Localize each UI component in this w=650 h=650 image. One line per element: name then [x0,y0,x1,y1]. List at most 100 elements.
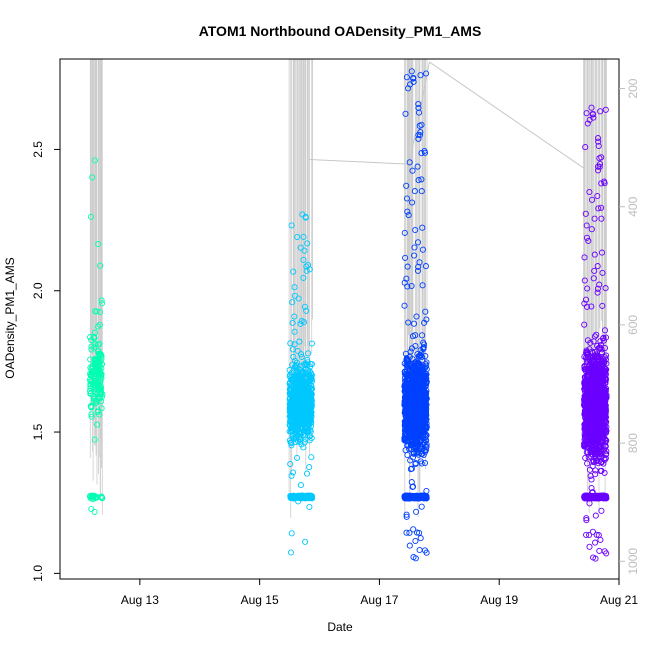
data-point [405,425,413,432]
data-point [303,417,310,424]
data-point [304,384,311,391]
data-point [423,549,430,556]
y-axis-label: OADensity_PM1_AMS [3,257,17,378]
data-point [404,357,411,365]
data-point [595,142,602,150]
data-point [589,463,596,470]
data-point [293,365,300,372]
data-point [404,208,411,215]
data-point [589,196,596,203]
data-point [286,373,293,380]
data-point [87,390,94,397]
data-point [422,389,429,396]
data-point [422,383,429,390]
data-point [423,401,430,408]
data-point [601,423,608,430]
data-point [588,484,595,492]
data-point [583,437,590,444]
data-point [302,538,309,545]
data-point [419,402,426,409]
data-point [600,412,607,419]
data-point [415,177,422,184]
data-point [87,356,94,363]
data-point [411,188,418,195]
data-point [88,411,95,418]
data-point [403,513,410,520]
data-point [412,537,419,545]
data-point [414,442,421,450]
data-point [407,435,415,442]
altitude-connector-1 [408,61,430,165]
data-point [419,364,426,371]
data-point [602,451,609,458]
data-point [87,380,94,388]
data-point [403,418,410,425]
data-point [406,159,413,166]
data-point [293,402,300,409]
data-point [402,421,409,428]
data-point [586,418,593,425]
data-point [586,188,593,196]
data-point [602,380,609,387]
y-axis: 1.0 1.5 2.0 2.5 [31,141,60,582]
data-point [304,240,311,247]
x-tick-label-4: Aug 21 [600,593,638,607]
data-point [585,492,592,500]
data-point [403,511,410,518]
data-point [303,307,310,314]
data-point [598,432,605,439]
data-point [592,512,599,519]
data-point [600,337,607,344]
data-point [588,303,595,310]
x-axis: Aug 13 Aug 15 Aug 17 Aug 19 Aug 21 [121,579,638,607]
data-point [308,401,315,408]
data-point [601,469,608,476]
data-point [406,542,413,549]
data-point [598,346,605,353]
data-point [584,337,591,344]
data-point [599,269,606,276]
data-point [419,282,426,289]
data-point [402,350,409,357]
data-point [308,340,315,347]
data-point [601,368,608,375]
data-point [411,443,418,450]
data-point [288,222,295,229]
data-point [582,402,589,409]
data-point [288,472,295,479]
data-point [403,195,411,202]
data-point [598,215,605,222]
x-tick-label-1: Aug 15 [241,593,279,607]
data-point [405,375,413,382]
data-point [405,383,412,390]
data-point [417,72,424,79]
data-point [297,428,304,435]
data-point [591,450,598,457]
data-point [600,334,607,341]
data-point [287,390,294,397]
data-point [293,430,300,437]
data-point [87,334,94,341]
data-point [89,174,96,181]
data-point [91,335,98,342]
data-point [97,351,105,358]
data-point [416,131,424,139]
data-point [304,402,311,409]
data-point [417,370,424,377]
data-point [583,222,590,229]
data-point [419,332,426,339]
data-point [582,210,589,217]
data-point [417,352,424,359]
data-point [295,369,302,376]
data-point [302,413,309,420]
data-point [95,373,102,380]
data-point [583,493,590,500]
data-point [307,428,314,435]
data-point [298,397,305,404]
data-point [417,535,424,542]
data-point [304,394,311,401]
data-point [296,402,303,409]
data-point [418,393,426,400]
series-1 [286,211,316,556]
